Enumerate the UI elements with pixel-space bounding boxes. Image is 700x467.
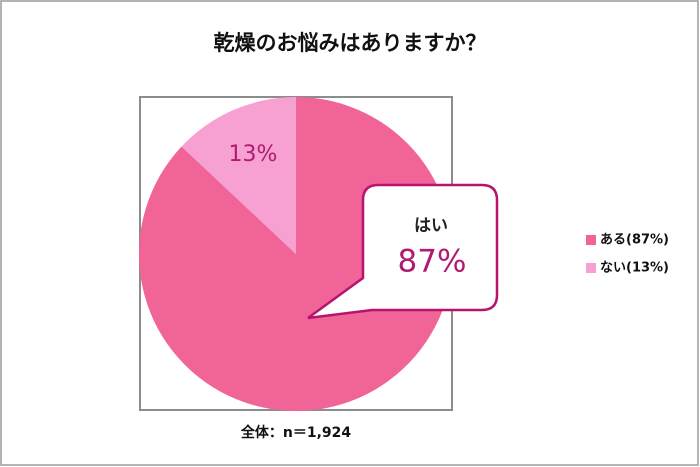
chart-title: 乾燥のお悩みはありますか？ xyxy=(214,31,487,55)
legend-swatch xyxy=(586,263,596,273)
pie-slice xyxy=(181,97,296,254)
value-label: 13% xyxy=(229,142,278,167)
value-label: 87% xyxy=(398,244,467,280)
legend-label: ない(13%) xyxy=(600,261,669,276)
callout-label: はい xyxy=(414,216,448,236)
note: 全体：n＝1,924 xyxy=(240,424,352,441)
callout xyxy=(307,183,499,320)
legend: ある(87%) ない(13%) xyxy=(586,233,669,276)
legend-label: ある(87%) xyxy=(600,233,669,248)
pie xyxy=(138,97,454,411)
legend-swatch xyxy=(586,235,596,245)
